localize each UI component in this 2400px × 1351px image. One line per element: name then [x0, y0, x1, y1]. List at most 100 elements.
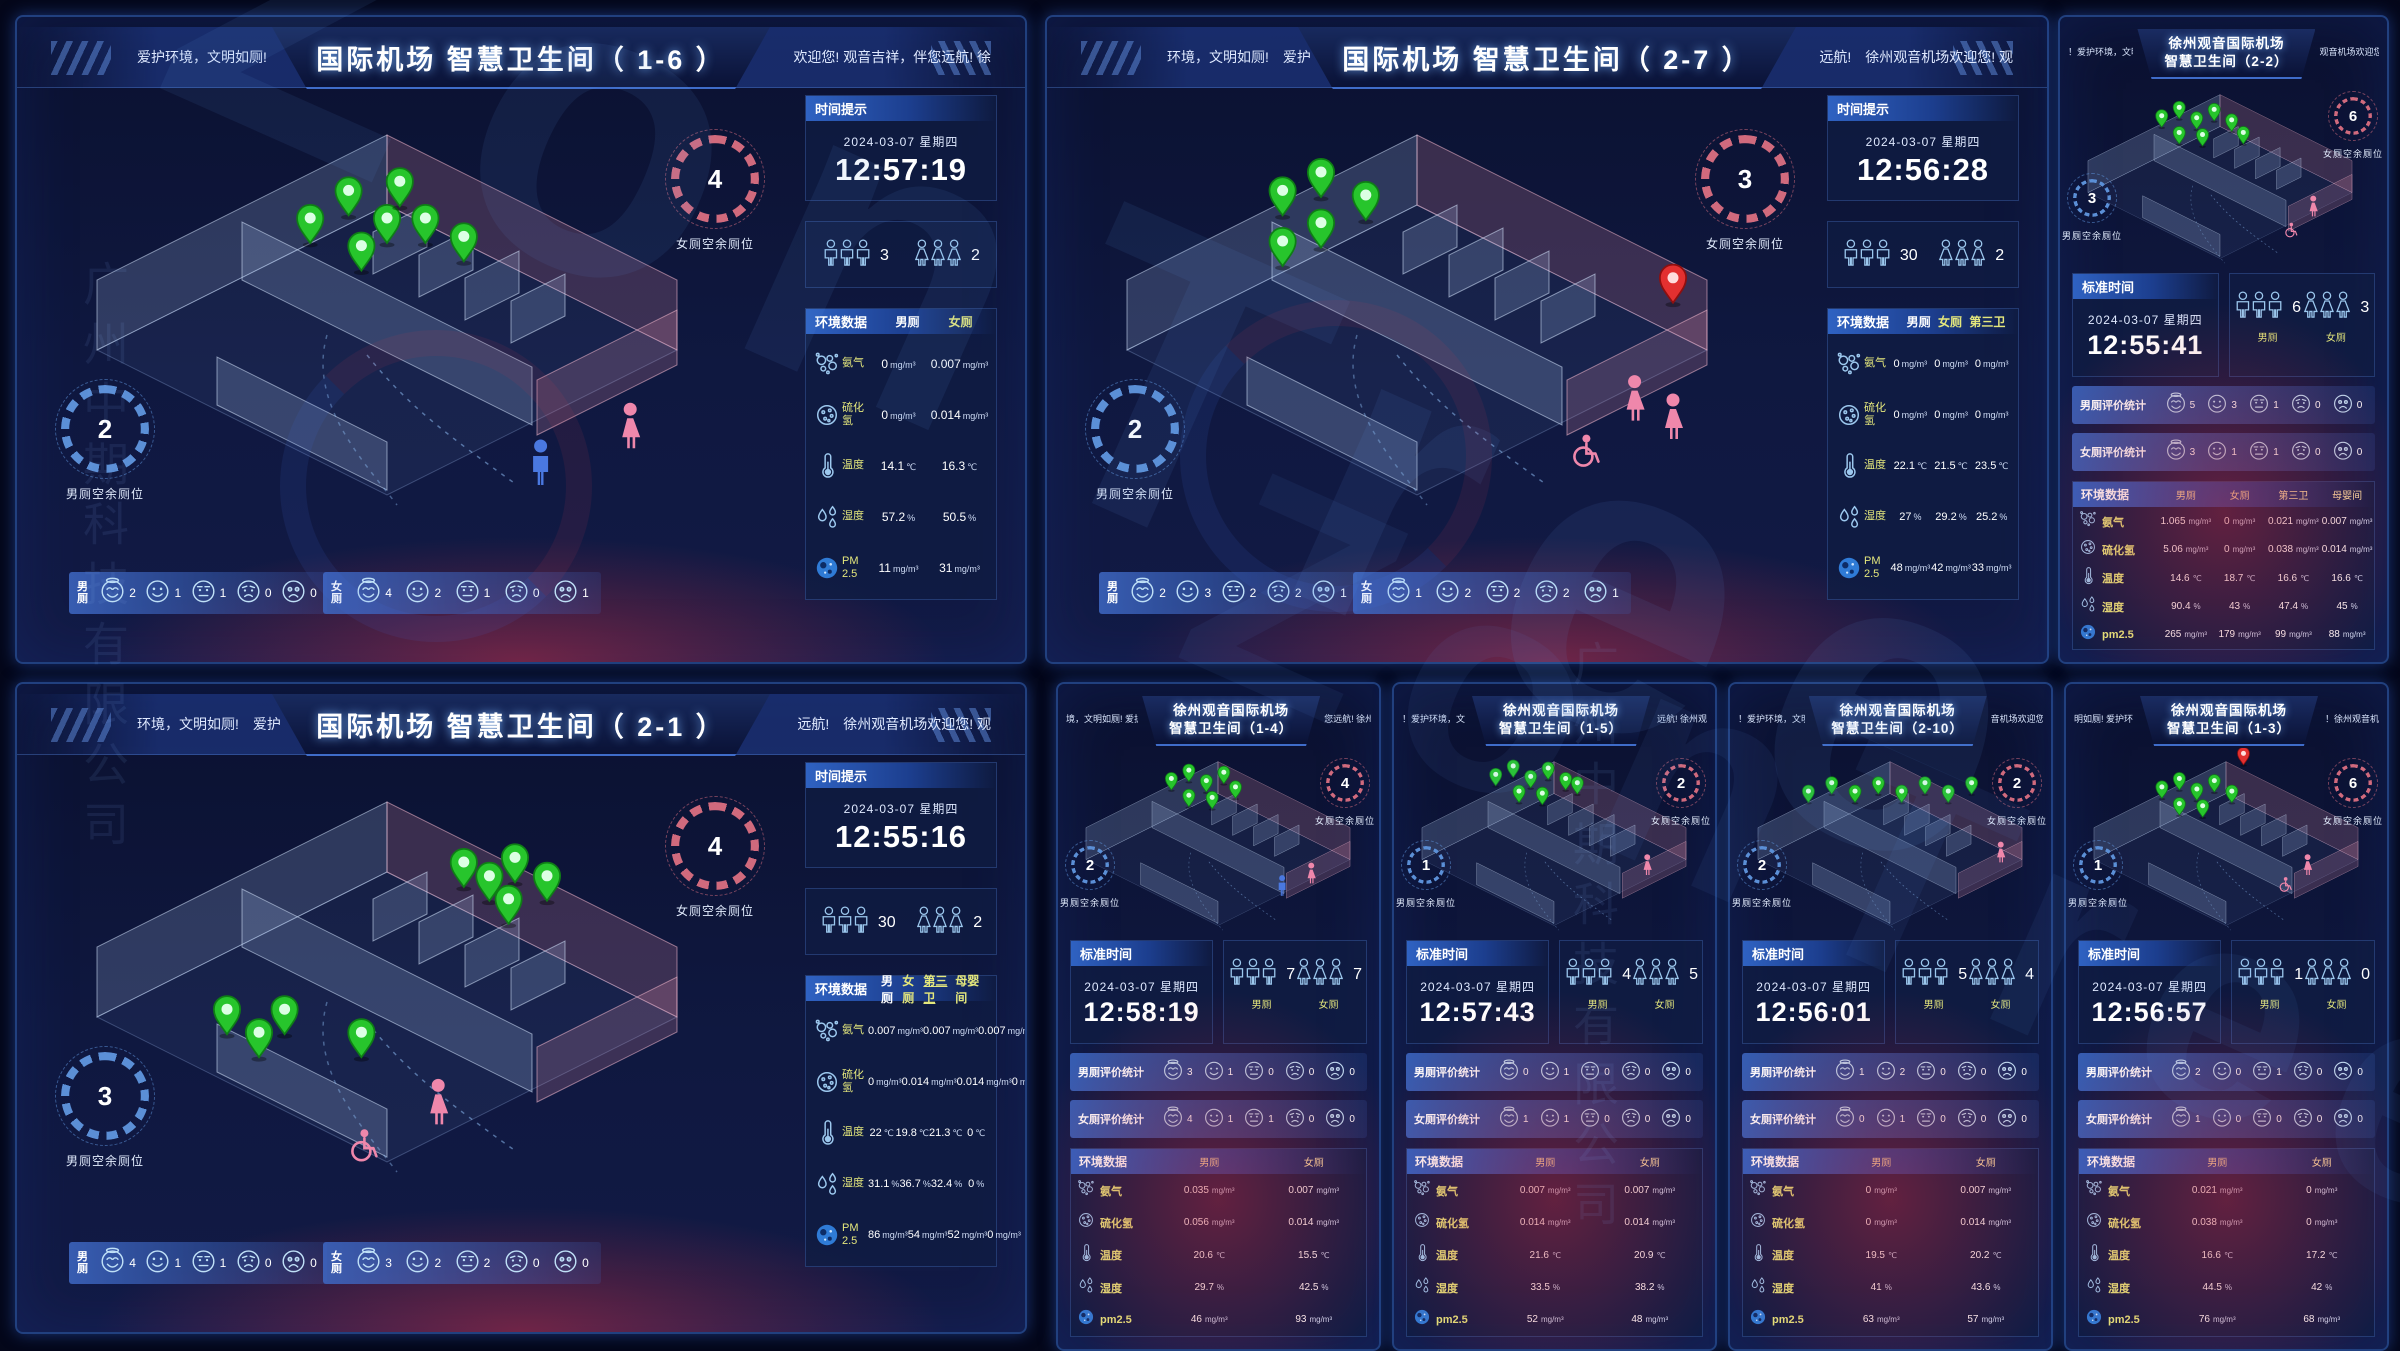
green-stall-pin[interactable] [1268, 227, 1297, 271]
metric-unit: mg/m³ [2238, 630, 2261, 640]
green-stall-pin[interactable] [372, 204, 402, 248]
green-stall-pin[interactable] [1535, 787, 1549, 807]
green-stall-pin[interactable] [2196, 128, 2209, 149]
green-stall-pin[interactable] [296, 204, 325, 248]
dashboard-panel-1-6: 爱护环境，文明如厕! 国际机场 智慧卫生间（ 1-6 ） 欢迎您! 观音吉祥，伴您远… [15, 15, 1027, 664]
green-stall-pin[interactable] [2207, 103, 2221, 124]
env-column-0[interactable]: 男厕 [1871, 1158, 1892, 1170]
green-stall-pin[interactable] [1524, 770, 1538, 791]
green-stall-pin[interactable] [475, 861, 504, 906]
green-stall-pin[interactable] [1918, 776, 1932, 797]
red-alert-pin[interactable] [2237, 747, 2250, 768]
env-tab-2[interactable]: 第三卫 [923, 973, 948, 1005]
green-stall-pin[interactable] [2172, 101, 2186, 122]
emoji-worried-icon [1620, 1059, 1642, 1086]
green-stall-pin[interactable] [2172, 126, 2186, 147]
green-stall-pin[interactable] [449, 222, 478, 266]
env-tab-1[interactable]: 女厕 [948, 315, 973, 329]
env-column-0[interactable]: 男厕 [1199, 1158, 1220, 1170]
env-column-0[interactable]: 男厕 [2207, 1158, 2228, 1170]
green-stall-pin[interactable] [1871, 776, 1885, 797]
green-stall-pin[interactable] [1965, 776, 1978, 797]
green-stall-pin[interactable] [2190, 111, 2204, 132]
green-stall-pin[interactable] [2173, 772, 2186, 793]
green-stall-pin[interactable] [2207, 774, 2221, 795]
env-column-1[interactable]: 女厕 [1975, 1158, 1996, 1170]
env-tab-0[interactable]: 男厕 [1906, 315, 1931, 329]
green-stall-pin[interactable] [2190, 783, 2204, 803]
env-column-1[interactable]: 女厕 [1303, 1158, 1324, 1170]
gauge-value: 6 [2348, 774, 2358, 792]
green-stall-pin[interactable] [347, 1018, 376, 1062]
env-column-1[interactable]: 女厕 [2229, 491, 2250, 503]
green-stall-pin[interactable] [2196, 799, 2210, 820]
green-stall-pin[interactable] [411, 204, 440, 248]
metric-value: 0.014 [930, 407, 961, 422]
environment-metric-name: 湿度 [842, 510, 864, 523]
green-stall-pin[interactable] [1941, 785, 1955, 805]
green-stall-pin[interactable] [1217, 766, 1231, 787]
flow-group: 3 [822, 238, 889, 273]
green-stall-pin[interactable] [1559, 772, 1573, 793]
green-stall-pin[interactable] [532, 861, 562, 906]
green-stall-pin[interactable] [1306, 158, 1336, 202]
env-tab-0[interactable]: 男厕 [881, 973, 894, 1005]
green-stall-pin[interactable] [1306, 208, 1336, 252]
env-tab-1[interactable]: 女厕 [902, 973, 915, 1005]
green-stall-pin[interactable] [385, 167, 414, 211]
green-stall-pin[interactable] [1229, 780, 1242, 801]
emoji-worried-icon [503, 1247, 530, 1279]
green-stall-pin[interactable] [2225, 785, 2239, 805]
green-stall-pin[interactable] [334, 176, 363, 220]
env-tab-3[interactable]: 母婴间 [955, 973, 980, 1005]
green-stall-pin[interactable] [2173, 797, 2186, 818]
green-stall-pin[interactable] [1506, 760, 1520, 780]
green-stall-pin[interactable] [2155, 109, 2169, 130]
feedback-item: 0 [1952, 1059, 1991, 1086]
green-stall-pin[interactable] [1895, 785, 1909, 805]
red-alert-pin[interactable] [1658, 263, 1688, 308]
env-tab-2[interactable]: 第三卫 [1969, 315, 2006, 329]
env-tab-0[interactable]: 男厕 [895, 315, 920, 329]
metric-value: 0.007 [930, 356, 961, 371]
green-stall-pin[interactable] [1489, 768, 1503, 789]
env-column-3[interactable]: 母婴间 [2332, 491, 2363, 503]
env-column-1[interactable]: 女厕 [2311, 1158, 2332, 1170]
metric-unit: % [2224, 1283, 2233, 1293]
green-stall-pin[interactable] [347, 231, 376, 275]
metric-unit: mg/m³ [882, 1229, 908, 1240]
env-tab-1[interactable]: 女厕 [1938, 315, 1963, 329]
green-stall-pin[interactable] [2225, 113, 2239, 134]
flow-cell: 1 男厕 [2236, 957, 2303, 1011]
env-column-2[interactable]: 第三卫 [2278, 491, 2309, 503]
green-stall-pin[interactable] [1165, 772, 1178, 793]
green-stall-pin[interactable] [1541, 762, 1555, 782]
green-stall-pin[interactable] [270, 995, 299, 1039]
green-stall-pin[interactable] [2236, 126, 2250, 147]
emoji-happy-icon [2206, 392, 2228, 419]
green-stall-pin[interactable] [1570, 776, 1584, 797]
green-stall-pin[interactable] [212, 995, 242, 1039]
green-stall-pin[interactable] [1199, 774, 1213, 795]
green-stall-pin[interactable] [1848, 785, 1862, 805]
green-stall-pin[interactable] [449, 848, 478, 892]
environment-value-cell: 76 mg/m³ [2165, 1314, 2270, 1325]
env-column-0[interactable]: 男厕 [2175, 491, 2196, 503]
green-stall-pin[interactable] [1205, 791, 1219, 812]
green-stall-pin[interactable] [2155, 780, 2169, 801]
title-plate: 国际机场 智慧卫生间（ 1-6 ） [272, 27, 770, 89]
green-stall-pin[interactable] [1825, 776, 1839, 797]
env-column-1[interactable]: 女厕 [1639, 1158, 1660, 1170]
env-column-0[interactable]: 男厕 [1535, 1158, 1556, 1170]
green-stall-pin[interactable] [1512, 785, 1526, 805]
green-stall-pin[interactable] [1351, 181, 1380, 225]
green-stall-pin[interactable] [1182, 789, 1196, 810]
green-stall-pin[interactable] [1268, 176, 1297, 220]
green-stall-pin[interactable] [1182, 764, 1196, 784]
green-stall-pin[interactable] [494, 884, 523, 929]
green-stall-pin[interactable] [1802, 785, 1815, 805]
green-stall-pin[interactable] [244, 1018, 274, 1062]
environment-value-cell: 0.014 mg/m³ [1598, 1217, 1703, 1228]
